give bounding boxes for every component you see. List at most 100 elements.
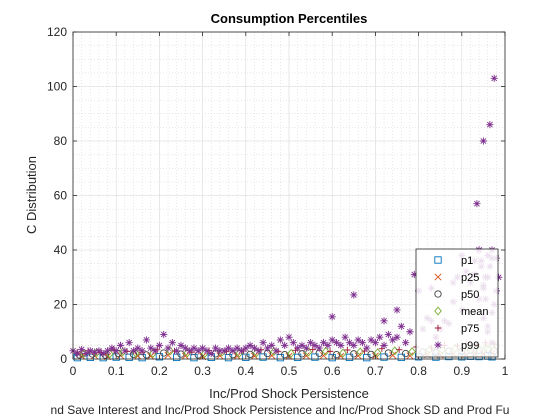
marker-shape xyxy=(298,341,306,349)
data-point-p99 xyxy=(237,347,246,355)
marker-shape xyxy=(103,347,112,355)
marker-shape xyxy=(181,344,189,352)
data-point-p50 xyxy=(332,350,341,359)
marker-shape xyxy=(345,353,354,362)
marker-shape xyxy=(229,347,237,355)
x-tick-label: 0.7 xyxy=(367,364,384,378)
data-point-p1 xyxy=(293,353,302,362)
data-point-p99 xyxy=(121,347,129,355)
marker-shape xyxy=(319,339,328,347)
x-tick-label: 0.4 xyxy=(237,364,254,378)
data-point-p99 xyxy=(341,333,349,341)
data-point-p99 xyxy=(255,347,263,355)
marker-shape xyxy=(160,349,168,357)
marker-shape xyxy=(408,347,416,357)
data-point-p99 xyxy=(86,347,94,355)
marker-shape xyxy=(138,347,146,355)
marker-shape xyxy=(395,346,403,353)
data-point-p99 xyxy=(354,336,362,344)
marker-shape xyxy=(397,353,405,362)
legend: p1 p25 p50 mean p75 p99 xyxy=(415,248,499,358)
y-axis-label: C Distribution xyxy=(24,156,39,234)
data-point-mean xyxy=(321,346,330,356)
marker-shape xyxy=(294,344,302,352)
marker-shape xyxy=(173,347,181,355)
marker-shape xyxy=(490,74,498,82)
legend-marker-p75 xyxy=(434,324,442,332)
marker-shape xyxy=(384,330,392,339)
marker-shape xyxy=(328,336,336,344)
marker-shape xyxy=(95,347,103,355)
data-point-p99 xyxy=(108,344,116,352)
marker-shape xyxy=(401,349,410,358)
data-point-p25 xyxy=(337,352,345,360)
data-point-p25 xyxy=(320,351,328,359)
data-point-p99 xyxy=(328,313,336,321)
data-point-p99 xyxy=(358,339,367,347)
legend-label: p1 xyxy=(461,255,473,267)
marker-shape xyxy=(287,348,295,358)
chart-title: Consumption Percentiles xyxy=(211,11,368,26)
data-point-p1 xyxy=(397,353,405,362)
marker-shape xyxy=(406,328,414,336)
marker-shape xyxy=(155,341,163,349)
marker-shape xyxy=(494,273,503,281)
data-point-p99 xyxy=(380,341,388,349)
marker-shape xyxy=(160,330,168,339)
data-point-p99 xyxy=(220,347,228,355)
data-point-p99 xyxy=(203,347,211,355)
data-point-p25 xyxy=(164,351,172,359)
data-point-p75 xyxy=(344,346,351,354)
data-point-p1 xyxy=(155,353,164,361)
data-point-p99 xyxy=(319,339,328,347)
marker-shape xyxy=(326,348,334,355)
data-point-p99 xyxy=(384,330,392,339)
data-point-p99 xyxy=(99,349,107,358)
marker-shape xyxy=(203,347,211,355)
data-point-p99 xyxy=(345,339,354,347)
data-point-p25 xyxy=(181,352,189,360)
marker-shape xyxy=(393,333,401,341)
data-point-p99 xyxy=(380,317,388,325)
y-tick-label: 60 xyxy=(54,189,68,203)
marker-shape xyxy=(434,341,442,349)
marker-shape xyxy=(371,339,379,347)
data-point-p99 xyxy=(393,306,401,314)
data-point-p99 xyxy=(242,344,250,352)
marker-shape xyxy=(293,353,302,362)
marker-shape xyxy=(194,347,202,355)
marker-shape xyxy=(224,344,233,352)
data-point-p99 xyxy=(207,349,215,358)
marker-shape xyxy=(177,350,185,358)
marker-shape xyxy=(116,341,125,349)
y-tick-label: 80 xyxy=(54,134,68,148)
legend-marker-p50 xyxy=(434,290,442,298)
x-axis-label-secondary: nd Save Interest and Inc/Prod Shock Pers… xyxy=(51,403,510,417)
marker-shape xyxy=(281,350,289,359)
marker-shape xyxy=(78,345,86,354)
marker-shape xyxy=(276,336,284,344)
data-point-p99 xyxy=(164,344,172,352)
legend-marker-mean xyxy=(434,306,442,316)
marker-shape xyxy=(233,344,241,352)
data-point-p99 xyxy=(82,349,90,358)
marker-shape xyxy=(121,347,129,355)
data-point-p99 xyxy=(103,347,112,355)
data-point-p25 xyxy=(354,352,362,360)
legend-marker-p25 xyxy=(434,273,442,281)
data-point-p99 xyxy=(246,341,254,349)
data-point-p99 xyxy=(263,344,271,352)
marker-shape xyxy=(332,339,341,347)
data-point-p99 xyxy=(224,344,233,352)
y-tick-label: 120 xyxy=(47,25,67,39)
marker-shape xyxy=(207,349,215,358)
legend-label: mean xyxy=(461,306,489,318)
marker-shape xyxy=(307,339,315,347)
data-point-p99 xyxy=(129,347,138,355)
data-point-p99 xyxy=(486,121,494,129)
marker-shape xyxy=(151,347,159,355)
marker-shape xyxy=(311,353,319,361)
axis-tick-labels: 0 0.1 0.2 0.3 0.4 0.5 0.6 0.7 0.8 0.9 1 0 20 40 60 80 10… xyxy=(47,25,509,378)
x-tick-label: 0.1 xyxy=(108,364,125,378)
